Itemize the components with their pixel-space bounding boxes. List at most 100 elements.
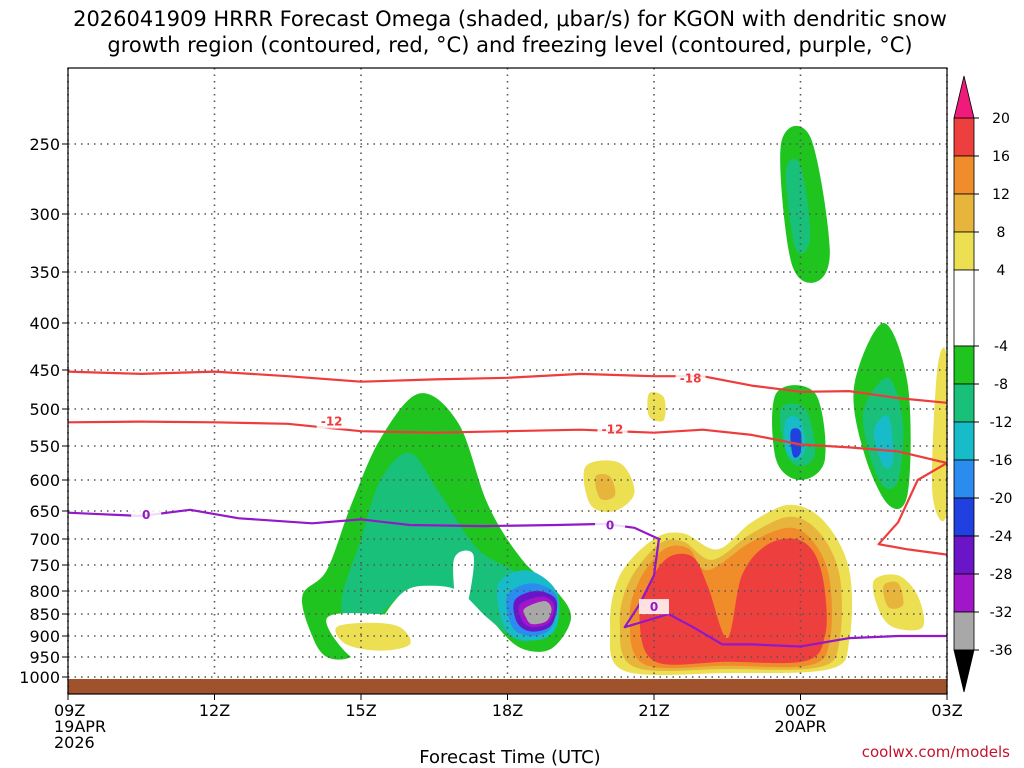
- chart-title-line-2: growth region (contoured, red, °C) and f…: [107, 33, 912, 57]
- contour-label--12-label_at: -12: [321, 415, 343, 429]
- y-tick-label-350: 350: [29, 263, 60, 282]
- y-tick-label-800: 800: [29, 582, 60, 601]
- x-tick-label-6-0: 15Z: [345, 701, 376, 720]
- omega-region-21: [785, 158, 811, 254]
- colorbar-swatch-0: [953, 117, 975, 157]
- contour-line--12: [68, 420, 947, 556]
- contour-label-bg-0-label3_at: [639, 599, 669, 615]
- credit-text: coolwx.com/models: [862, 743, 1010, 761]
- colorbar-swatch-12: [953, 611, 975, 651]
- omega-region-43: [883, 581, 904, 609]
- omega-region-45: [931, 347, 947, 522]
- x-axis-label: Forecast Time (UTC): [419, 747, 600, 768]
- y-tick-label-250: 250: [29, 135, 60, 154]
- omega-region-2: [238, 149, 260, 231]
- y-tick-label-300: 300: [29, 205, 60, 224]
- omega-region-0: [111, 419, 137, 468]
- x-tick-label-15-0: 00Z: [785, 701, 816, 720]
- y-tick-label-650: 650: [29, 502, 60, 521]
- contour-label-0-label2_at: 0: [142, 508, 150, 522]
- colorbar-swatch-5: [953, 345, 975, 385]
- colorbar-label--36: -36: [990, 643, 1013, 659]
- colorbar-label-20: 20: [992, 111, 1010, 127]
- colorbar-swatch-9: [953, 497, 975, 537]
- colorbar-label--24: -24: [990, 529, 1013, 545]
- x-tick-label-12-0: 21Z: [638, 701, 669, 720]
- colorbar-label--12: -12: [990, 415, 1013, 431]
- colorbar-swatch-3: [953, 231, 975, 271]
- contour-line-0: [68, 508, 947, 648]
- y-tick-label-900: 900: [29, 627, 60, 646]
- x-tick-label-0-2: 2026: [54, 733, 95, 752]
- omega-region-4: [398, 163, 428, 275]
- omega-region-9: [630, 372, 702, 446]
- omega-region-13: [341, 452, 548, 642]
- omega-region-1: [191, 247, 221, 355]
- colorbar-swatch-7: [953, 421, 975, 461]
- x-tick-label-3-0: 12Z: [199, 701, 230, 720]
- omega-region-46: [937, 643, 947, 669]
- omega-region-40: [639, 538, 827, 665]
- contour-label-0-label3_at: 0: [650, 600, 658, 614]
- colorbar-label--16: -16: [990, 453, 1013, 469]
- colorbar-swatch-8: [953, 459, 975, 499]
- contour-lines: -18 -12 -12 0 0 0: [68, 370, 947, 648]
- colorbar-bottom-arrow: [953, 649, 975, 693]
- colorbar-swatch-11: [953, 573, 975, 613]
- colorbar-swatch-4: [953, 269, 975, 347]
- y-tick-label-600: 600: [29, 471, 60, 490]
- contour-label--12-label2_at: -12: [602, 423, 624, 437]
- omega-region-33: [453, 550, 474, 621]
- omega-region-10: [647, 391, 666, 422]
- x-tick-label-15-1: 20APR: [774, 717, 826, 736]
- y-tick-label-750: 750: [29, 556, 60, 575]
- contour-line--18: [68, 370, 947, 404]
- colorbar-label--8: -8: [994, 377, 1008, 393]
- y-tick-label-950: 950: [29, 648, 60, 667]
- omega-region-5: [504, 142, 535, 262]
- y-axis: 250 300 350 400 450 500 550 600 650 700 750 800 850 9…: [19, 135, 68, 687]
- omega-region-32: [594, 474, 616, 501]
- colorbar-swatch-10: [953, 535, 975, 575]
- ground-bar: [68, 679, 947, 694]
- omega-region-3: [334, 69, 383, 145]
- y-tick-label-700: 700: [29, 530, 60, 549]
- y-tick-label-450: 450: [29, 361, 60, 380]
- omega-region-18: [523, 601, 552, 625]
- colorbar-swatch-2: [953, 193, 975, 233]
- y-tick-label-550: 550: [29, 437, 60, 456]
- colorbar-label-12: 12: [992, 187, 1010, 203]
- contour-label-bg--18-label_at: [675, 370, 706, 386]
- omega-region-35: [335, 622, 411, 651]
- colorbar-top-arrow: [953, 75, 975, 119]
- contour-label-bg-0-label_at: [595, 517, 626, 533]
- x-tick-label-9-0: 18Z: [492, 701, 523, 720]
- colorbar-label-16: 16: [992, 149, 1010, 165]
- chart-title-line-1: 2026041909 HRRR Forecast Omega (shaded, …: [73, 7, 947, 31]
- x-tick-label-0-1: 19APR: [54, 717, 106, 736]
- omega-region-6: [551, 147, 582, 280]
- y-tick-label-400: 400: [29, 314, 60, 333]
- colorbar-swatch-1: [953, 155, 975, 195]
- colorbar-label--28: -28: [990, 567, 1013, 583]
- omega-shading: [111, 69, 947, 682]
- y-tick-label-1000: 1000: [19, 668, 60, 687]
- colorbar-swatch-6: [953, 383, 975, 423]
- contour-label-bg--12-label2_at: [597, 421, 628, 437]
- colorbar: 20 16 12 8 4 -4 -8 -12 -16 -20 -24 -28 -32 -36: [953, 75, 1013, 693]
- x-tick-label-0-0: 09Z: [54, 701, 85, 720]
- contour-label-bg-0-label2_at: [131, 506, 162, 522]
- colorbar-label-4: 4: [997, 263, 1006, 279]
- colorbar-label--20: -20: [990, 491, 1013, 507]
- contour-label-bg--12-label_at: [316, 413, 347, 429]
- x-tick-label-18-0: 03Z: [931, 701, 962, 720]
- colorbar-label--4: -4: [994, 339, 1008, 355]
- omega-region-29: [873, 415, 894, 469]
- y-tick-label-500: 500: [29, 400, 60, 419]
- y-tick-label-850: 850: [29, 605, 60, 624]
- colorbar-label-8: 8: [997, 225, 1006, 241]
- contour-label-0-label_at: 0: [606, 519, 614, 533]
- colorbar-label--32: -32: [990, 605, 1013, 621]
